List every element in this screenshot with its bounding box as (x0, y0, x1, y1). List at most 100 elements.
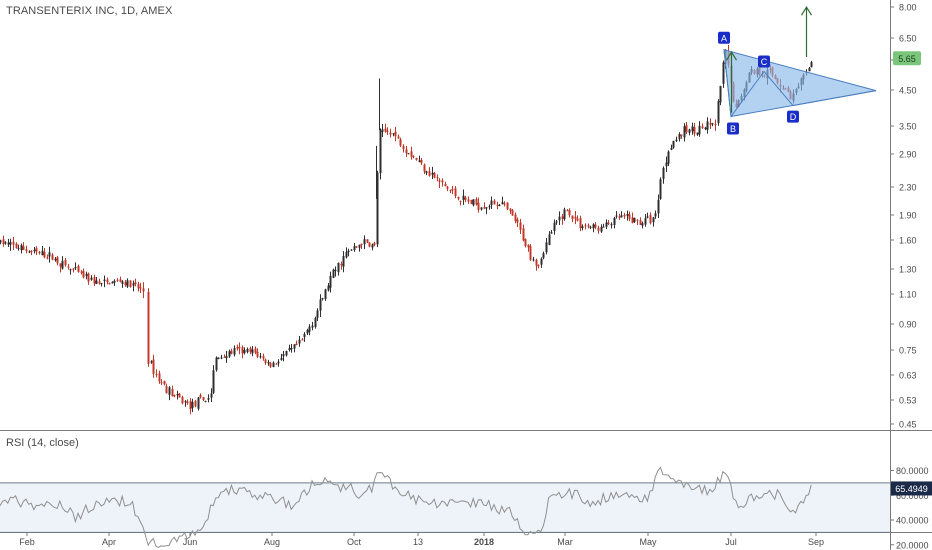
candle-body (548, 234, 551, 245)
candle-body (184, 401, 187, 403)
candle-body (264, 359, 267, 363)
candle-body (488, 206, 491, 208)
candle-body (706, 121, 709, 130)
pattern-point-a: A (718, 31, 730, 44)
candle-body (4, 242, 7, 244)
candle-body (90, 277, 93, 280)
candle-body (709, 123, 712, 125)
candle-body (659, 179, 662, 199)
candle-body (446, 186, 449, 189)
candle-body (119, 279, 122, 282)
candle-body (9, 242, 12, 245)
candle-body (43, 252, 46, 258)
time-axis-label: Jul (725, 537, 737, 547)
pattern-point-b: B (727, 122, 739, 135)
pattern-point-c: C (758, 55, 770, 68)
candle-body (620, 215, 623, 218)
candle-body (272, 362, 275, 367)
target-arrowhead (725, 51, 738, 61)
candle-body (223, 356, 226, 358)
candle-body (150, 361, 153, 363)
time-axis-label: Feb (19, 537, 35, 547)
candle-body (459, 200, 462, 202)
candle-body (444, 184, 447, 187)
candle-body (454, 188, 457, 196)
candle-body (519, 222, 522, 230)
candle-body (568, 210, 571, 216)
candle-body (550, 232, 553, 234)
candle-body (134, 282, 137, 285)
candle-body (498, 204, 501, 207)
candle-body (360, 243, 363, 246)
chart-title: TRANSENTERIX INC, 1D, AMEX (6, 5, 173, 17)
candle-body (116, 279, 119, 281)
candle-body (384, 128, 387, 132)
candle-body (808, 68, 811, 72)
candle-body (87, 273, 90, 282)
candle-body (441, 180, 444, 183)
price-axis-label: 1.60 (899, 236, 917, 246)
rsi-value-label: 65.4949 (895, 484, 928, 494)
candle-body (431, 172, 434, 175)
candle-body (610, 224, 613, 226)
candle-body (633, 217, 636, 223)
candle-body (132, 283, 135, 286)
candle-body (646, 216, 649, 218)
candle-body (64, 259, 67, 266)
candle-body (80, 271, 83, 273)
candle-body (675, 139, 678, 142)
candle-body (311, 325, 314, 328)
candle-body (594, 224, 597, 228)
candle-body (228, 351, 231, 357)
rsi-axis-label: 20.0000 (896, 540, 929, 550)
candle-body (657, 199, 660, 214)
candle-body (199, 395, 202, 398)
candle-body (324, 289, 327, 300)
candle-body (69, 269, 72, 271)
candle-body (584, 225, 587, 227)
candle-body (397, 136, 400, 139)
candle-body (537, 265, 540, 267)
last-price-label: 5.65 (898, 54, 916, 64)
candle-body (553, 222, 556, 231)
candle-body (420, 160, 423, 164)
candle-body (532, 259, 535, 261)
pattern-point-d: D (787, 110, 799, 123)
time-axis-label: Sep (808, 537, 824, 547)
candle-body (225, 356, 228, 359)
rsi-title: RSI (14, close) (6, 437, 79, 449)
candle-body (405, 149, 408, 154)
candle-body (402, 146, 405, 150)
price-axis-label: 0.45 (899, 420, 917, 430)
candle-body (191, 401, 194, 409)
candle-body (236, 347, 239, 349)
candle-body (152, 359, 155, 374)
candle-body (30, 251, 33, 253)
candle-body (436, 177, 439, 179)
candle-body (246, 348, 249, 353)
candle-body (571, 215, 574, 219)
candle-body (379, 130, 382, 174)
candle-body (672, 140, 675, 148)
candle-body (126, 280, 129, 287)
candle-body (48, 252, 51, 257)
candle-body (423, 164, 426, 172)
candle-body (636, 219, 639, 221)
candle-body (480, 207, 483, 210)
candle-body (163, 381, 166, 385)
candle-body (74, 267, 77, 269)
candle-body (618, 216, 621, 218)
candle-body (77, 265, 80, 272)
candle-body (98, 281, 101, 284)
candle-body (280, 357, 283, 361)
candle-body (665, 162, 668, 167)
candle-body (561, 216, 564, 219)
candle-body (137, 284, 140, 289)
candle-body (428, 171, 431, 176)
candle-body (340, 263, 343, 266)
candle-body (667, 151, 670, 164)
candle-body (662, 167, 665, 179)
candle-body (722, 62, 725, 84)
price-axis-label: 1.30 (899, 265, 917, 275)
